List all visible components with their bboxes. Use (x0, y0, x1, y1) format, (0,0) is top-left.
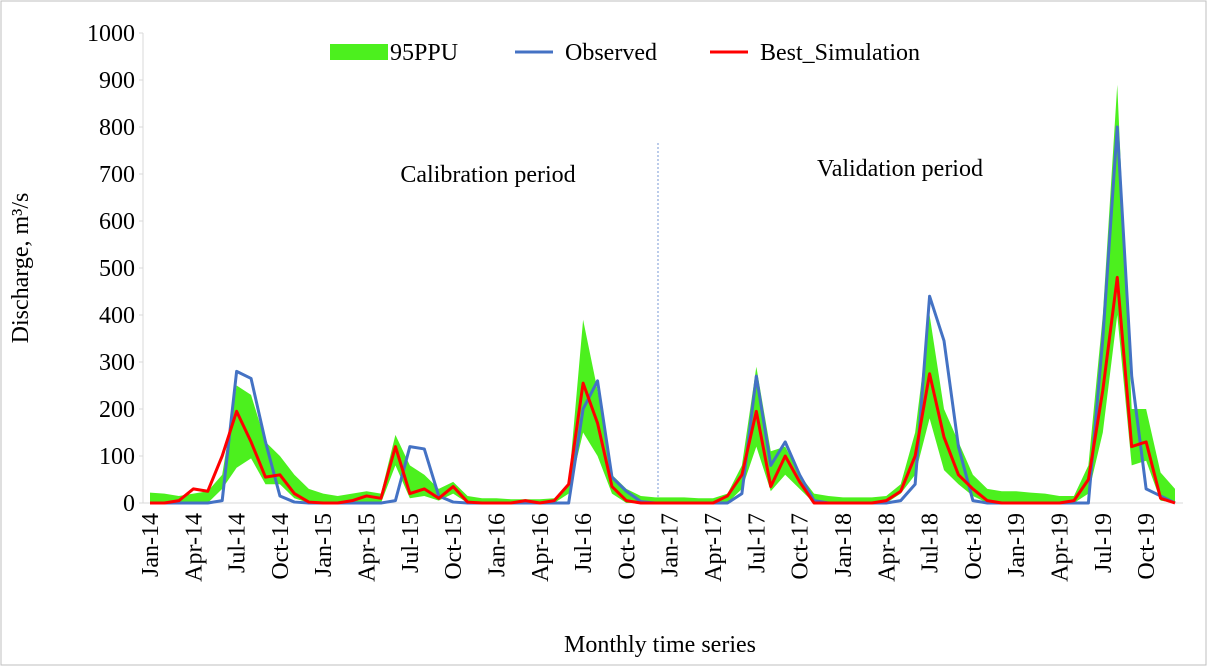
x-tick-label: Jul-19 (1091, 513, 1117, 573)
x-tick-label: Apr-15 (355, 513, 381, 582)
legend-swatch (330, 44, 388, 60)
x-tick-label: Apr-18 (874, 513, 900, 582)
x-tick-label: Jan-18 (831, 513, 857, 577)
y-tick-label: 200 (99, 397, 135, 423)
x-tick-label: Jul-14 (225, 513, 251, 573)
x-tick-label: Jul-18 (918, 513, 944, 573)
x-tick-label: Oct-17 (788, 513, 814, 580)
y-tick-label: 400 (99, 303, 135, 329)
x-tick-label: Oct-19 (1134, 513, 1160, 580)
y-tick-label: 500 (99, 256, 135, 282)
x-tick-label: Apr-16 (528, 513, 554, 582)
x-tick-label: Oct-14 (268, 513, 294, 580)
x-tick-label: Jan-16 (484, 513, 510, 577)
x-tick-label: Jul-16 (571, 513, 597, 573)
y-tick-label: 300 (99, 350, 135, 376)
y-tick-label: 800 (99, 115, 135, 141)
y-tick-label: 100 (99, 444, 135, 470)
x-tick-label: Jan-19 (1004, 513, 1030, 577)
legend-label: Best_Simulation (760, 40, 920, 66)
x-tick-label: Apr-14 (181, 513, 207, 582)
x-tick-label: Jan-14 (138, 513, 164, 577)
y-tick-label: 1000 (87, 21, 135, 47)
x-tick-label: Apr-19 (1048, 513, 1074, 582)
x-tick-label: Oct-16 (614, 513, 640, 580)
x-tick-label: Jul-17 (744, 513, 770, 573)
y-axis-label: Discharge, m³/s (8, 193, 34, 344)
legend-label: 95PPU (390, 40, 458, 66)
x-tick-label: Oct-18 (961, 513, 987, 580)
x-axis-label: Monthly time series (564, 632, 756, 658)
y-tick-label: 900 (99, 68, 135, 94)
legend-label: Observed (565, 40, 657, 66)
x-tick-label: Jan-15 (311, 513, 337, 577)
x-tick-label: Apr-17 (701, 513, 727, 582)
y-tick-label: 700 (99, 162, 135, 188)
x-tick-label: Oct-15 (441, 513, 467, 580)
y-tick-label: 600 (99, 209, 135, 235)
x-tick-label: Jan-17 (658, 513, 684, 577)
series-line (150, 275, 1176, 505)
annotation: Validation period (817, 156, 983, 182)
y-tick-label: 0 (123, 491, 135, 517)
annotation: Calibration period (400, 162, 575, 188)
x-tick-label: Jul-15 (398, 513, 424, 573)
